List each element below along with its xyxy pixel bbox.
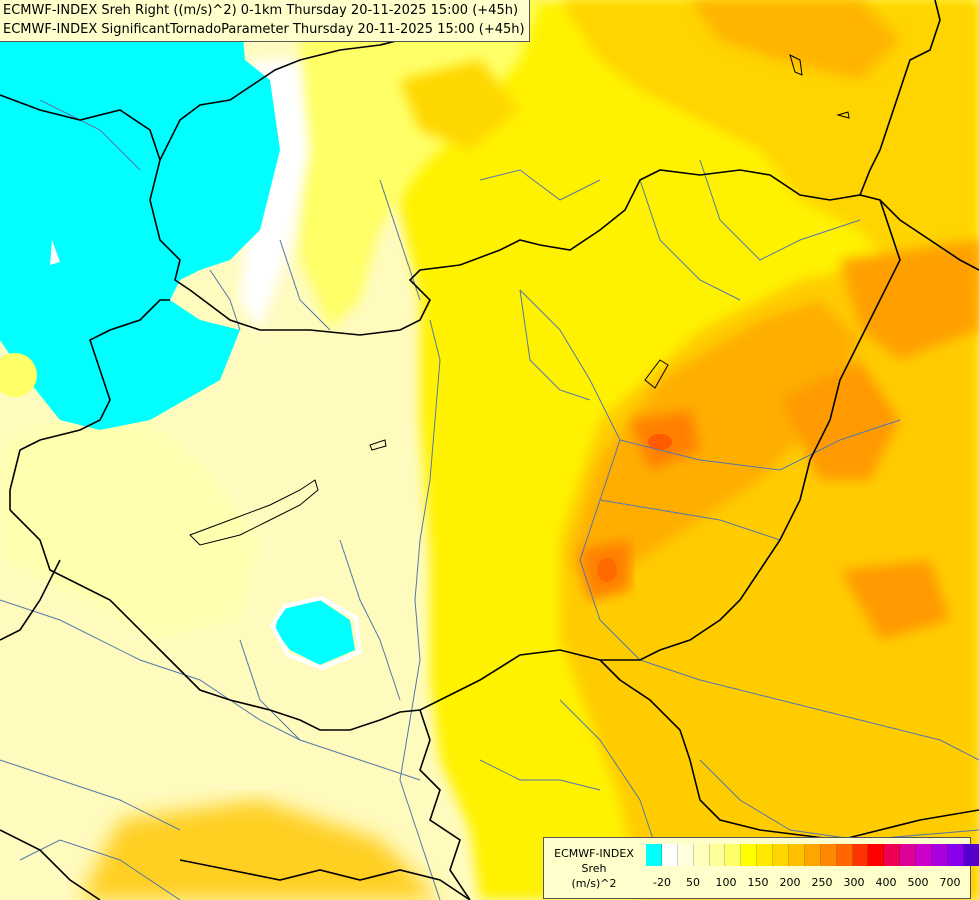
map-title-box: ECMWF-INDEX Sreh Right ((m/s)^2) 0-1km T… bbox=[0, 0, 530, 42]
legend-swatch bbox=[836, 844, 853, 866]
legend-tick-label: 250 bbox=[811, 876, 833, 889]
sreh-zone-pale-w bbox=[0, 400, 260, 640]
legend-swatch bbox=[789, 844, 805, 866]
legend-swatches bbox=[646, 844, 979, 866]
legend-tick-label: 300 bbox=[843, 876, 865, 889]
legend-swatch bbox=[868, 844, 885, 866]
legend-label: ECMWF-INDEX Sreh (m/s)^2 bbox=[548, 846, 640, 891]
sreh-zone-orange-2 bbox=[840, 240, 979, 360]
sreh-zone-cyan-south bbox=[275, 600, 355, 665]
color-legend: ECMWF-INDEX Sreh (m/s)^2 -20 50 100 150 200 2… bbox=[543, 837, 979, 899]
legend-tick-label: -20 bbox=[653, 876, 671, 889]
legend-swatch bbox=[757, 844, 774, 866]
legend-swatch bbox=[820, 844, 837, 866]
sreh-zone-orange-4 bbox=[780, 360, 900, 480]
legend-tick-label: 700 bbox=[939, 876, 961, 889]
lake-small-3 bbox=[836, 111, 850, 119]
legend-swatch bbox=[709, 844, 726, 866]
sreh-peak-1 bbox=[648, 434, 672, 450]
sreh-zone-orange-5 bbox=[840, 560, 950, 640]
legend-ticks: -20 50 100 150 200 250 300 400 500 700 bbox=[646, 876, 966, 890]
legend-swatch bbox=[773, 844, 790, 866]
legend-swatch bbox=[677, 844, 694, 866]
legend-model: ECMWF-INDEX bbox=[554, 847, 634, 860]
legend-swatch bbox=[963, 844, 979, 866]
legend-tick-label: 500 bbox=[907, 876, 929, 889]
legend-swatch bbox=[932, 844, 948, 866]
legend-swatch bbox=[741, 844, 758, 866]
sreh-zone-white-ring bbox=[269, 595, 363, 671]
legend-param: Sreh bbox=[581, 862, 607, 875]
sreh-zone-cyan-nw bbox=[0, 0, 280, 430]
sreh-zone-gold-nw bbox=[400, 60, 520, 150]
lake-small-2 bbox=[789, 54, 803, 76]
legend-swatch bbox=[725, 844, 742, 866]
rivers bbox=[0, 99, 979, 900]
sreh-zone-orange-1 bbox=[690, 0, 900, 80]
lake-small-4 bbox=[644, 359, 669, 389]
lake-small-1 bbox=[369, 439, 387, 451]
sreh-peak-2 bbox=[597, 558, 617, 582]
lake-balaton bbox=[189, 479, 319, 546]
legend-tick-label: 200 bbox=[779, 876, 801, 889]
legend-swatch bbox=[804, 844, 821, 866]
legend-tick-label: 100 bbox=[715, 876, 737, 889]
title-line-sreh: ECMWF-INDEX Sreh Right ((m/s)^2) 0-1km T… bbox=[3, 3, 519, 18]
legend-swatch bbox=[646, 844, 662, 866]
legend-swatch bbox=[916, 844, 933, 866]
sreh-zone-gold-ne bbox=[560, 0, 979, 300]
legend-swatch bbox=[947, 844, 964, 866]
legend-tick-label: 150 bbox=[747, 876, 769, 889]
legend-tick-label: 400 bbox=[875, 876, 897, 889]
sreh-zone-white bbox=[240, 60, 310, 330]
legend-swatch bbox=[852, 844, 869, 866]
legend-swatch bbox=[693, 844, 710, 866]
sreh-zone-orange-3 bbox=[570, 300, 860, 600]
sreh-zone-yellow-blob bbox=[0, 353, 37, 397]
legend-unit: (m/s)^2 bbox=[571, 877, 617, 890]
sreh-zone-gold-sw bbox=[80, 800, 440, 900]
legend-swatch bbox=[884, 844, 901, 866]
lakes bbox=[189, 54, 850, 546]
legend-swatch bbox=[661, 844, 678, 866]
legend-swatch bbox=[900, 844, 917, 866]
sreh-zone-white-spot bbox=[50, 240, 60, 265]
title-line-stp: ECMWF-INDEX SignificantTornadoParameter … bbox=[3, 22, 525, 37]
legend-tick-label: 50 bbox=[686, 876, 700, 889]
